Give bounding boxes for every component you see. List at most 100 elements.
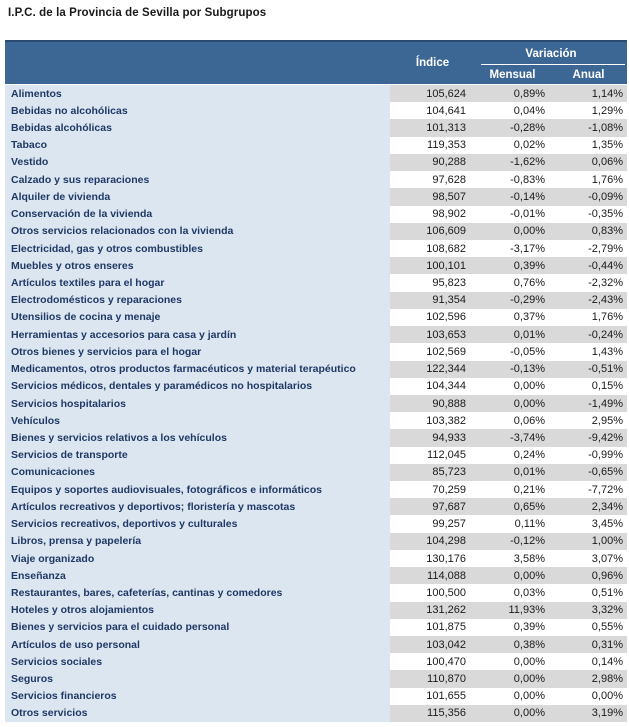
- table-row: Tabaco 119,353 0,02% 1,35%: [5, 136, 627, 154]
- mensual-value: -1,62%: [475, 153, 550, 172]
- table-row: Viaje organizado 130,176 3,58% 3,07%: [5, 549, 627, 568]
- table-row: Vehículos 103,382 0,06% 2,95%: [5, 412, 627, 430]
- row-label: Bienes y servicios para el cuidado perso…: [5, 618, 390, 636]
- ipc-table: Índice Variación Mensual Anual Alimentos…: [5, 40, 627, 723]
- row-label: Artículos textiles para el hogar: [5, 274, 390, 292]
- indice-value: 98,902: [390, 205, 475, 223]
- table-body: Alimentos 105,624 0,89% 1,14% Bebidas no alc…: [5, 85, 627, 723]
- row-label: Servicios de transporte: [5, 446, 390, 464]
- anual-value: -0,44%: [550, 257, 627, 275]
- anual-value: -0,65%: [550, 463, 627, 482]
- indice-value: 70,259: [390, 481, 475, 499]
- table-row: Comunicaciones 85,723 0,01% -0,65%: [5, 463, 627, 482]
- row-label: Electrodomésticos y reparaciones: [5, 291, 390, 309]
- mensual-value: 3,58%: [475, 549, 550, 568]
- anual-value: -9,42%: [550, 429, 627, 447]
- anual-value: 3,45%: [550, 515, 627, 533]
- mensual-value: 0,00%: [475, 222, 550, 240]
- anual-value: 2,95%: [550, 412, 627, 430]
- row-label: Servicios médicos, dentales y paramédico…: [5, 377, 390, 395]
- row-label: Hoteles y otros alojamientos: [5, 601, 390, 619]
- mensual-value: 0,00%: [475, 394, 550, 413]
- mensual-value: 0,01%: [475, 463, 550, 482]
- row-label: Vestido: [5, 153, 390, 172]
- subheader-row: Mensual Anual: [475, 65, 627, 84]
- anual-value: -1,49%: [550, 394, 627, 413]
- table-row: Artículos textiles para el hogar 95,823 0,…: [5, 274, 627, 292]
- row-label: Servicios financieros: [5, 687, 390, 705]
- anual-value: 3,19%: [550, 704, 627, 723]
- table-row: Vestido 90,288 -1,62% 0,06%: [5, 153, 627, 172]
- anual-value: -0,09%: [550, 188, 627, 206]
- table-row: Alquiler de vivienda 98,507 -0,14% -0,09%: [5, 188, 627, 206]
- anual-value: 0,31%: [550, 636, 627, 654]
- row-label: Enseñanza: [5, 567, 390, 585]
- anual-value: 1,76%: [550, 308, 627, 327]
- variacion-underline: [481, 64, 625, 65]
- anual-value: -2,32%: [550, 274, 627, 292]
- mensual-value: -0,83%: [475, 171, 550, 189]
- mensual-value: 0,00%: [475, 653, 550, 671]
- table-row: Servicios médicos, dentales y paramédico…: [5, 377, 627, 395]
- table-row: Seguros 110,870 0,00% 2,98%: [5, 670, 627, 688]
- anual-value: 0,96%: [550, 567, 627, 585]
- anual-value: 0,51%: [550, 584, 627, 602]
- mensual-value: 0,11%: [475, 515, 550, 533]
- anual-value: 1,43%: [550, 343, 627, 361]
- table-row: Calzado y sus reparaciones 97,628 -0,83% 1,…: [5, 171, 627, 189]
- indice-value: 97,687: [390, 498, 475, 516]
- column-header-variacion: Variación: [525, 47, 577, 60]
- mensual-value: 0,89%: [475, 85, 550, 103]
- mensual-value: 0,39%: [475, 257, 550, 275]
- indice-value: 131,262: [390, 601, 475, 619]
- table-row: Servicios financieros 101,655 0,00% 0,00%: [5, 687, 627, 705]
- row-label: Servicios recreativos, deportivos y cult…: [5, 515, 390, 533]
- indice-value: 104,641: [390, 102, 475, 120]
- table-row: Alimentos 105,624 0,89% 1,14%: [5, 85, 627, 103]
- column-header-mensual: Mensual: [489, 68, 536, 81]
- anual-value: 1,35%: [550, 136, 627, 154]
- table-row: Servicios recreativos, deportivos y cult…: [5, 515, 627, 533]
- indice-value: 99,257: [390, 515, 475, 533]
- mensual-value: -3,74%: [475, 429, 550, 447]
- anual-value: -0,24%: [550, 326, 627, 344]
- indice-value: 90,888: [390, 394, 475, 413]
- anual-value: 2,34%: [550, 498, 627, 516]
- column-group-variacion: Variación Mensual Anual: [475, 42, 627, 84]
- row-label: Seguros: [5, 670, 390, 688]
- row-label: Conservación de la vivienda: [5, 205, 390, 223]
- mensual-value: 0,65%: [475, 498, 550, 516]
- indice-value: 103,042: [390, 636, 475, 654]
- row-label: Utensilios de cocina y menaje: [5, 308, 390, 327]
- table-row: Servicios hospitalarios 90,888 0,00% -1,49%: [5, 394, 627, 413]
- indice-value: 101,313: [390, 119, 475, 137]
- indice-value: 100,500: [390, 584, 475, 602]
- indice-value: 114,088: [390, 567, 475, 585]
- row-label: Vehículos: [5, 412, 390, 430]
- mensual-value: 0,21%: [475, 481, 550, 499]
- row-label: Bebidas alcohólicas: [5, 119, 390, 137]
- mensual-value: 0,02%: [475, 136, 550, 154]
- indice-value: 119,353: [390, 136, 475, 154]
- anual-value: -0,51%: [550, 360, 627, 378]
- indice-value: 90,288: [390, 153, 475, 172]
- mensual-value: 0,38%: [475, 636, 550, 654]
- mensual-value: 0,00%: [475, 377, 550, 395]
- anual-value: 1,29%: [550, 102, 627, 120]
- table-row: Electrodomésticos y reparaciones 91,354 -0…: [5, 291, 627, 309]
- table-row: Hoteles y otros alojamientos 131,262 11,93…: [5, 601, 627, 619]
- anual-value: 0,14%: [550, 653, 627, 671]
- indice-value: 102,569: [390, 343, 475, 361]
- anual-value: -1,08%: [550, 119, 627, 137]
- row-label: Otros servicios relacionados con la vivi…: [5, 222, 390, 240]
- table-row: Artículos de uso personal 103,042 0,38% 0,3…: [5, 636, 627, 654]
- table-row: Servicios de transporte 112,045 0,24% -0,99…: [5, 446, 627, 464]
- indice-value: 105,624: [390, 85, 475, 103]
- mensual-value: -0,29%: [475, 291, 550, 309]
- row-label: Muebles y otros enseres: [5, 257, 390, 275]
- mensual-value: 0,04%: [475, 102, 550, 120]
- table-row: Utensilios de cocina y menaje 102,596 0,37…: [5, 308, 627, 327]
- mensual-value: 0,00%: [475, 704, 550, 723]
- row-label: Alquiler de vivienda: [5, 188, 390, 206]
